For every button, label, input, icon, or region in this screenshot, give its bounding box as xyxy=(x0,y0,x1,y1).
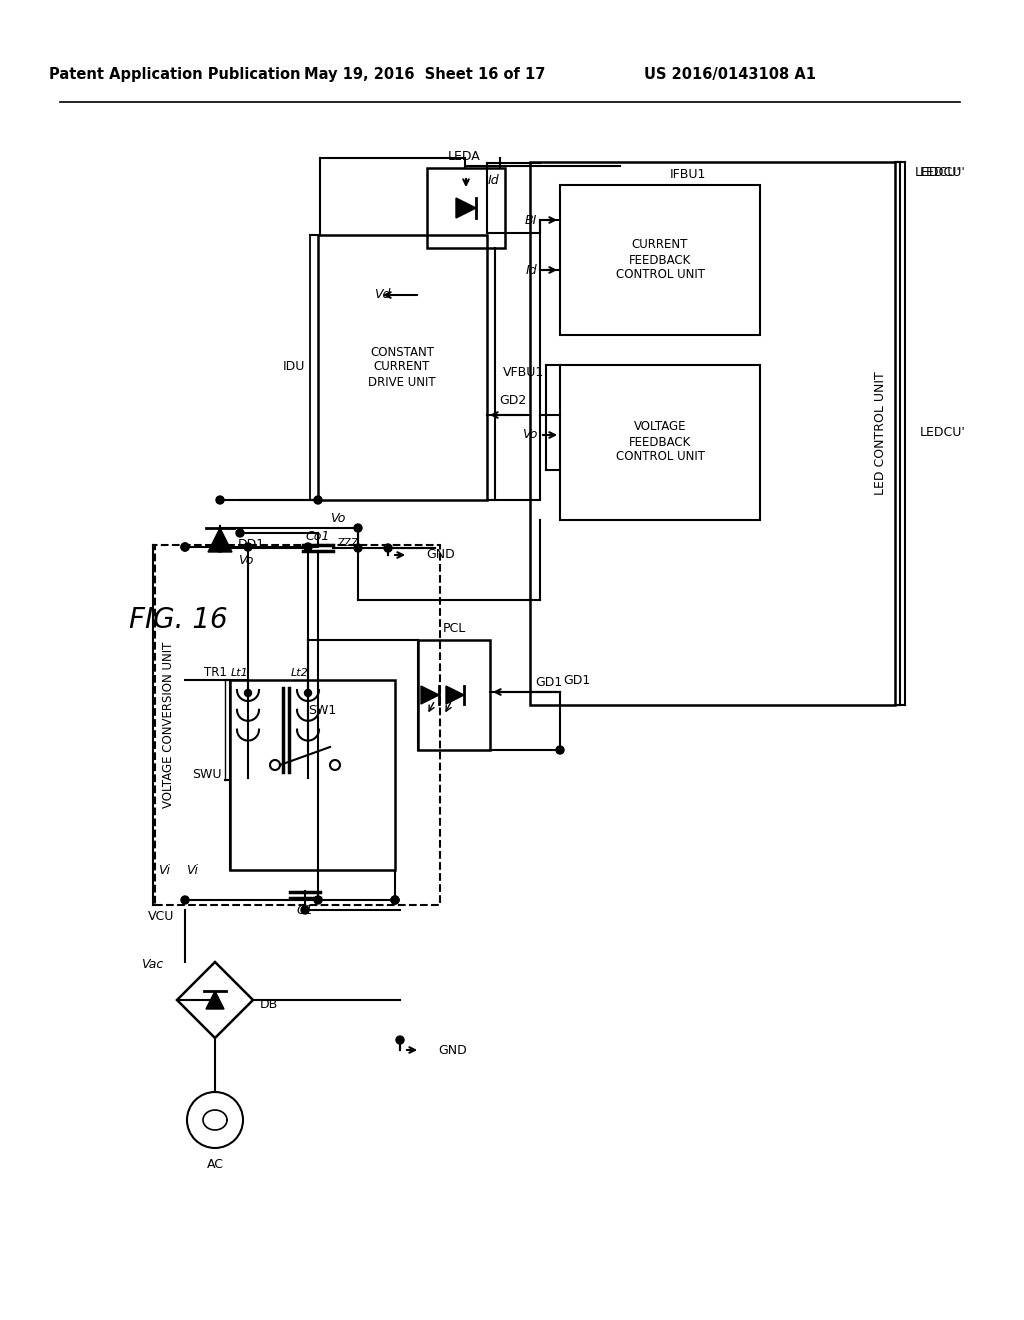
Text: ZZZ: ZZZ xyxy=(337,539,358,548)
Polygon shape xyxy=(208,528,232,552)
Text: LEDCU': LEDCU' xyxy=(920,426,966,440)
Circle shape xyxy=(556,746,564,754)
Text: LEDA: LEDA xyxy=(447,149,480,162)
Text: GD2: GD2 xyxy=(500,393,527,407)
Text: DD1: DD1 xyxy=(238,539,265,552)
Bar xyxy=(560,185,760,335)
Circle shape xyxy=(314,896,322,904)
Text: PCL: PCL xyxy=(442,622,466,635)
Polygon shape xyxy=(206,991,224,1008)
Circle shape xyxy=(181,543,189,550)
Text: GND: GND xyxy=(438,1044,467,1056)
Circle shape xyxy=(181,543,189,550)
Text: May 19, 2016  Sheet 16 of 17: May 19, 2016 Sheet 16 of 17 xyxy=(304,67,546,82)
Text: LEDCU': LEDCU' xyxy=(920,165,966,178)
Bar xyxy=(530,162,895,705)
Text: Lt1: Lt1 xyxy=(231,668,249,678)
Text: IFBU1: IFBU1 xyxy=(670,168,707,181)
Circle shape xyxy=(181,896,189,904)
Text: VCU: VCU xyxy=(148,911,174,924)
Circle shape xyxy=(391,896,399,904)
Bar xyxy=(560,366,760,520)
Text: FIG. 16: FIG. 16 xyxy=(129,606,227,634)
Polygon shape xyxy=(421,686,439,704)
Circle shape xyxy=(216,496,224,504)
Circle shape xyxy=(396,1036,404,1044)
Text: CURRENT
FEEDBACK
CONTROL UNIT: CURRENT FEEDBACK CONTROL UNIT xyxy=(615,239,705,281)
Text: VFBU1: VFBU1 xyxy=(503,367,544,380)
Text: Id: Id xyxy=(525,264,537,276)
Text: BI: BI xyxy=(524,214,537,227)
Bar xyxy=(318,235,487,500)
Text: DB: DB xyxy=(260,998,279,1011)
Circle shape xyxy=(216,544,224,552)
Text: GD1: GD1 xyxy=(535,676,562,689)
Text: Vac: Vac xyxy=(140,958,163,972)
Polygon shape xyxy=(446,686,464,704)
Circle shape xyxy=(236,529,244,537)
Text: Patent Application Publication: Patent Application Publication xyxy=(49,67,301,82)
Text: SW1: SW1 xyxy=(308,704,336,717)
Circle shape xyxy=(301,906,309,913)
Text: IDU: IDU xyxy=(283,360,305,374)
Text: LED CONTROL UNIT: LED CONTROL UNIT xyxy=(873,371,887,495)
Circle shape xyxy=(304,689,311,697)
Text: C1: C1 xyxy=(297,903,313,916)
Text: VOLTAGE CONVERSION UNIT: VOLTAGE CONVERSION UNIT xyxy=(162,642,174,808)
Text: GD1: GD1 xyxy=(563,673,590,686)
Bar xyxy=(230,680,395,870)
Text: CONSTANT
CURRENT
DRIVE UNIT: CONSTANT CURRENT DRIVE UNIT xyxy=(369,346,436,388)
Text: VOLTAGE
FEEDBACK
CONTROL UNIT: VOLTAGE FEEDBACK CONTROL UNIT xyxy=(615,421,705,463)
Text: LEDCU': LEDCU' xyxy=(915,165,961,178)
Circle shape xyxy=(314,496,322,504)
Circle shape xyxy=(244,543,252,550)
Circle shape xyxy=(304,543,312,550)
Text: Vi: Vi xyxy=(158,863,170,876)
Text: Vi: Vi xyxy=(186,863,198,876)
Text: TR1: TR1 xyxy=(204,667,226,680)
Circle shape xyxy=(354,544,362,552)
Text: Vo: Vo xyxy=(521,429,537,441)
Text: AC: AC xyxy=(207,1159,223,1172)
Circle shape xyxy=(245,689,252,697)
Bar xyxy=(427,168,505,248)
Text: US 2016/0143108 A1: US 2016/0143108 A1 xyxy=(644,67,816,82)
Text: Co1: Co1 xyxy=(306,529,330,543)
Bar xyxy=(418,640,490,750)
Circle shape xyxy=(391,896,399,904)
Text: GND: GND xyxy=(426,549,455,561)
Text: Id: Id xyxy=(488,173,500,186)
Circle shape xyxy=(384,544,392,552)
Text: SWU: SWU xyxy=(193,768,222,781)
Circle shape xyxy=(354,524,362,532)
Bar xyxy=(155,545,440,906)
Polygon shape xyxy=(456,198,476,218)
Text: Vo: Vo xyxy=(238,553,253,566)
Text: Lt2: Lt2 xyxy=(291,668,309,678)
Text: Vd: Vd xyxy=(374,289,390,301)
Text: Vo: Vo xyxy=(330,511,345,524)
